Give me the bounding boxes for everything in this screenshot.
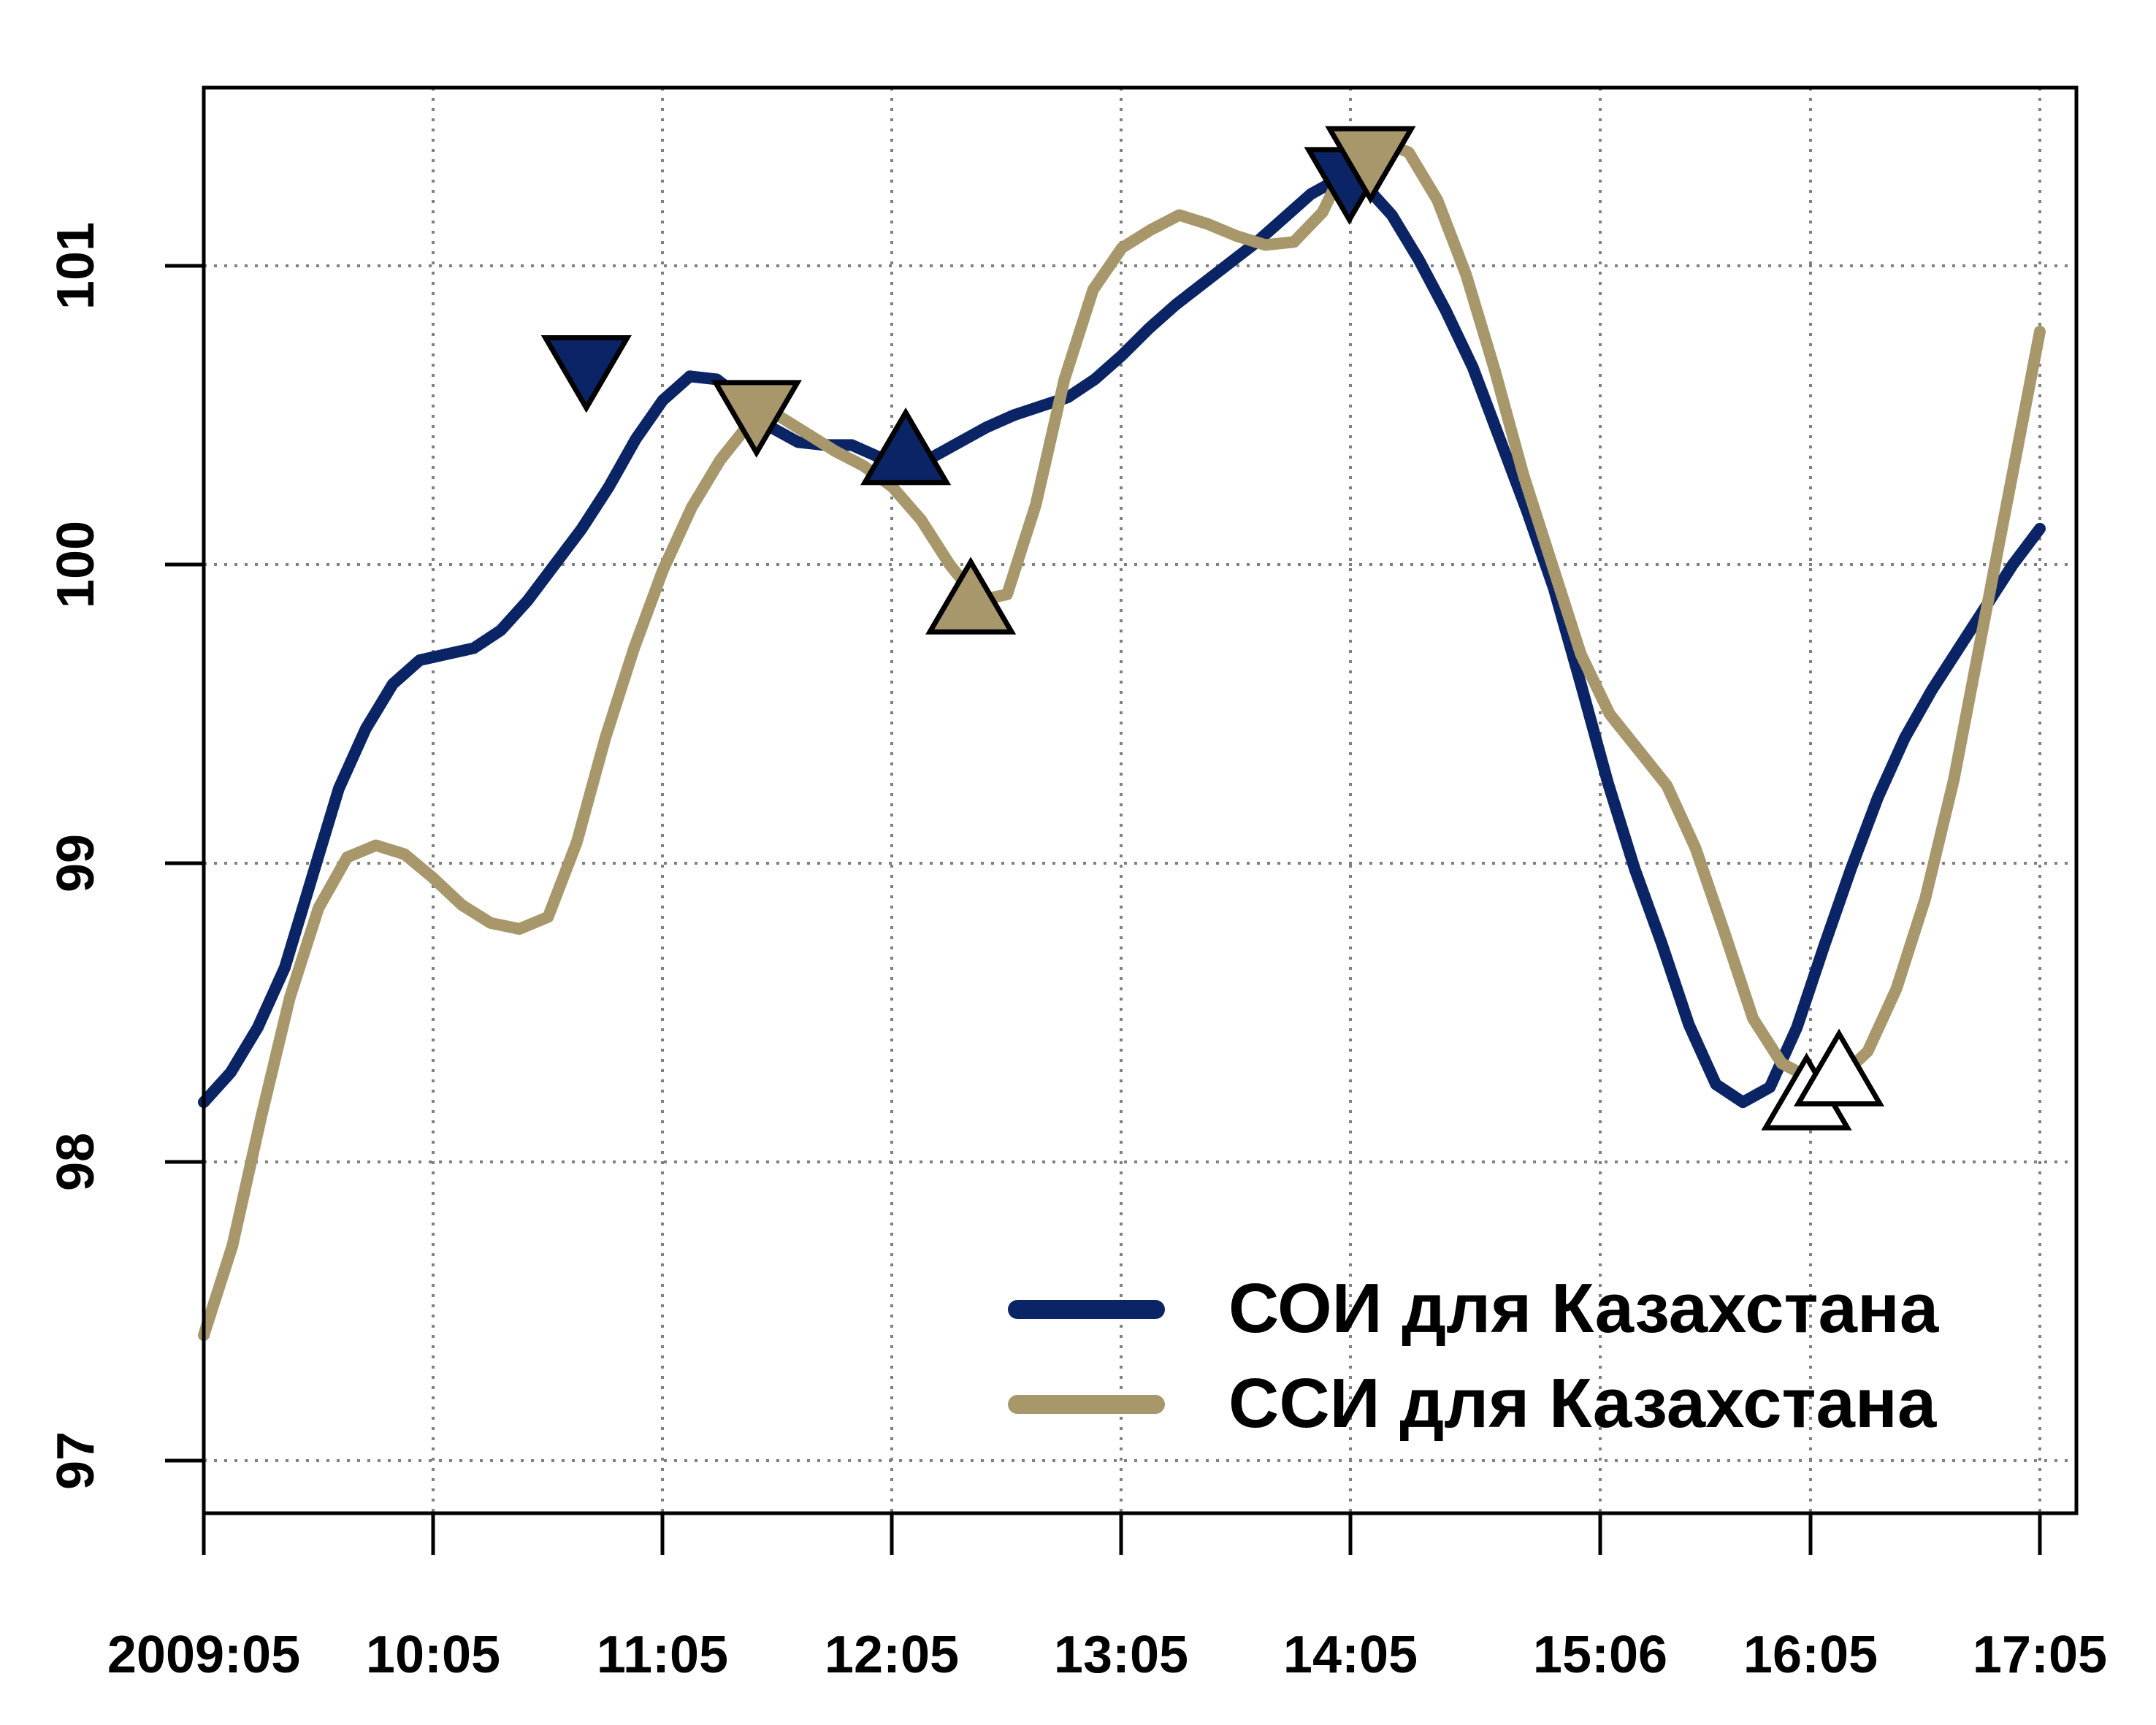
x-tick-label: 11:05 [597, 1626, 728, 1684]
series-line-2 [198, 134, 2046, 1342]
triangle-up-marker [1793, 1028, 1885, 1106]
x-tick-label: 14:05 [1283, 1626, 1418, 1684]
x-tick-label: 16:05 [1743, 1626, 1878, 1684]
gridlines [202, 88, 2076, 1513]
triangle-up-marker [860, 407, 952, 486]
triangle-up-marker [925, 556, 1017, 635]
y-tick-label: 100 [47, 521, 105, 608]
x-tick-label: 2009:05 [107, 1626, 300, 1684]
x-tick-label: 15:06 [1533, 1626, 1667, 1684]
y-tick-label: 99 [47, 834, 105, 892]
y-tick-label: 101 [47, 222, 105, 310]
x-axis: 2009:05 10:05 11:05 12:05 13:05 14:05 15:06 16:… [107, 1511, 2107, 1684]
triangle-down-marker [711, 380, 802, 458]
series-lines [198, 134, 2046, 1342]
legend-label-1: СОИ для Казахстана [1228, 1269, 1939, 1347]
legend: СОИ для Казахстана ССИ для Казахстана [1008, 1269, 1939, 1442]
turning-point-markers [540, 126, 1885, 1131]
triangle-down-marker [1325, 126, 1416, 204]
y-tick-label: 98 [47, 1133, 105, 1191]
x-tick-label: 13:05 [1054, 1626, 1188, 1684]
x-tick-label: 12:05 [825, 1626, 959, 1684]
y-tick-label: 97 [47, 1431, 105, 1490]
series-line-1 [198, 173, 2046, 1109]
triangle-down-marker [540, 335, 632, 413]
y-axis: 97 98 99 100 101 [47, 222, 206, 1490]
legend-label-2: ССИ для Казахстана [1228, 1364, 1937, 1442]
x-tick-label: 17:05 [1973, 1626, 2107, 1684]
x-tick-label: 10:05 [366, 1626, 500, 1684]
